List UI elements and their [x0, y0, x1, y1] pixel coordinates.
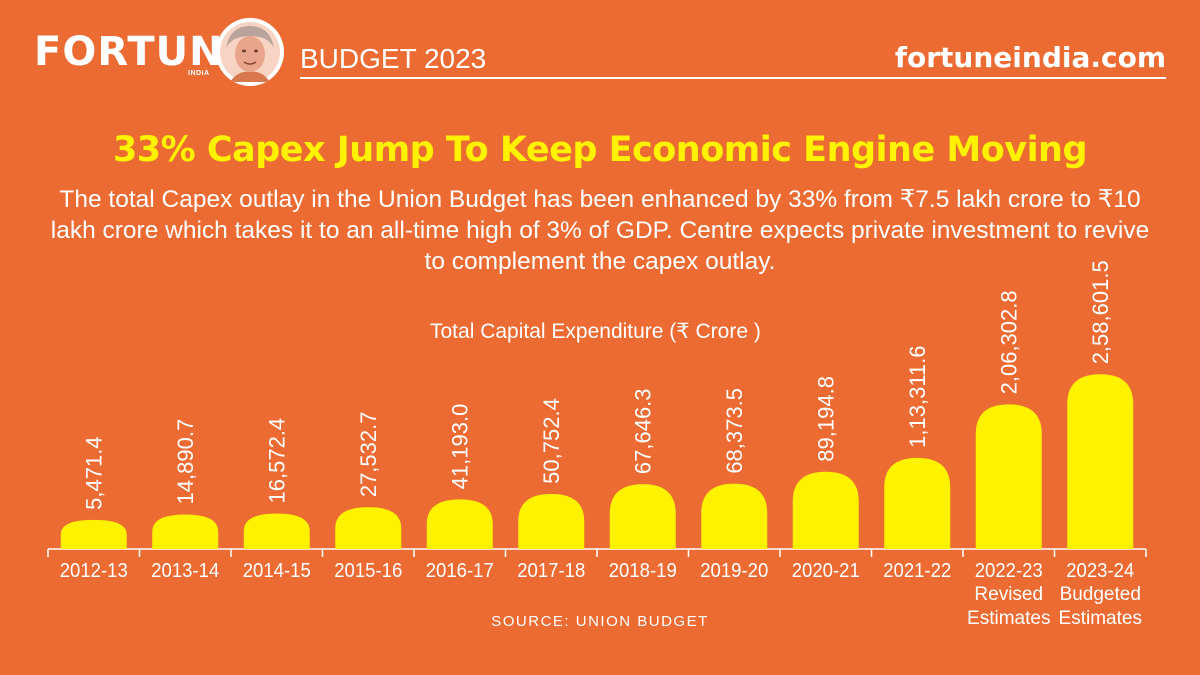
value-label-2019-20: 68,373.5	[722, 388, 747, 474]
value-label-2017-18: 50,752.4	[539, 398, 564, 484]
category-label-2012-13: 2012-13	[60, 560, 128, 582]
value-label-2021-22: 1,13,311.6	[905, 345, 930, 447]
category-label-2019-20: 2019-20	[700, 560, 768, 582]
category-note-2023-24-1: Estimates	[1059, 608, 1142, 629]
value-labels: 5,471.4 14,890.7 16,572.4 27,532.7 41,193.0 5…	[82, 260, 1114, 510]
bars	[60, 374, 1134, 549]
value-label-2013-14: 14,890.7	[173, 419, 198, 505]
category-label-2014-15: 2014-15	[243, 560, 311, 582]
category-note-2022-23-1: Estimates	[967, 608, 1050, 629]
category-label-2015-16: 2015-16	[334, 560, 402, 582]
chart-title: Total Capital Expenditure (₹ Crore )	[430, 320, 761, 343]
headline: 33% Capex Jump To Keep Economic Engine M…	[112, 130, 1088, 170]
category-label-2018-19: 2018-19	[609, 560, 677, 582]
category-label-2017-18: 2017-18	[517, 560, 585, 582]
value-label-2014-15: 16,572.4	[265, 418, 290, 504]
budget-label: BUDGET 2023	[300, 43, 487, 74]
bar-2020-21	[792, 471, 859, 549]
category-labels: 2012-13 2013-14 2014-15 2015-16 2016-17 2017-…	[60, 560, 1142, 629]
category-label-2020-21: 2020-21	[792, 560, 860, 582]
bar-2017-18	[518, 493, 585, 549]
value-label-2020-21: 89,194.8	[814, 376, 839, 462]
portrait-illustration	[216, 18, 284, 86]
portrait-image	[216, 18, 284, 86]
category-label-2016-17: 2016-17	[426, 560, 494, 582]
bar-2021-22	[884, 457, 951, 549]
value-label-2023-24: 2,58,601.5	[1088, 260, 1113, 364]
category-note-2022-23-0: Revised	[974, 584, 1043, 605]
bar-2022-23	[975, 404, 1042, 549]
value-label-2015-16: 27,532.7	[356, 412, 381, 498]
fortune-logo-sub: INDIA	[188, 70, 210, 77]
bar-2018-19	[609, 484, 676, 549]
category-label-2023-24: 2023-24	[1066, 560, 1134, 582]
bar-2019-20	[701, 483, 768, 549]
value-label-2022-23: 2,06,302.8	[997, 290, 1022, 394]
site-label: fortuneindia.com	[894, 41, 1166, 74]
intro-text: The total Capex outlay in the Union Budg…	[50, 186, 1150, 275]
value-label-2018-19: 67,646.3	[631, 388, 656, 474]
source-note: SOURCE: UNION BUDGET	[491, 613, 709, 630]
bar-2013-14	[152, 514, 219, 549]
category-label-2022-23: 2022-23	[975, 560, 1043, 582]
bar-2015-16	[335, 507, 402, 549]
fortune-logo: FORTUNE	[34, 29, 252, 75]
value-label-2016-17: 41,193.0	[448, 404, 473, 490]
category-note-2023-24-0: Budgeted	[1060, 584, 1141, 605]
header: FORTUNE INDIA BUDGET 2023 fortuneindia.c…	[0, 0, 1200, 100]
category-label-2013-14: 2013-14	[151, 560, 219, 582]
bar-2012-13	[60, 519, 127, 549]
bar-2016-17	[426, 499, 493, 549]
bar-2023-24	[1067, 374, 1134, 549]
header-divider	[300, 77, 1166, 79]
axis-ticks	[47, 549, 1147, 557]
category-label-2021-22: 2021-22	[883, 560, 951, 582]
bar-2014-15	[243, 513, 310, 549]
value-label-2012-13: 5,471.4	[82, 436, 107, 509]
